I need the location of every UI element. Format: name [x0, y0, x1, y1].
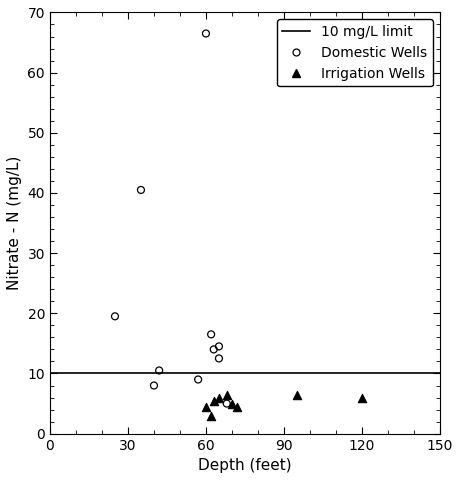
Point	[358, 394, 365, 401]
Point	[215, 355, 222, 362]
Point	[215, 343, 222, 350]
Point	[233, 403, 240, 410]
Point	[202, 403, 209, 410]
Point	[210, 346, 217, 353]
Point	[207, 331, 214, 338]
Legend: 10 mg/L limit, Domestic Wells, Irrigation Wells: 10 mg/L limit, Domestic Wells, Irrigatio…	[276, 19, 432, 86]
Y-axis label: Nitrate - N (mg/L): Nitrate - N (mg/L)	[7, 156, 22, 290]
Point	[207, 412, 214, 420]
Point	[194, 376, 202, 384]
Point	[223, 391, 230, 398]
Point	[150, 382, 157, 389]
X-axis label: Depth (feet): Depth (feet)	[198, 458, 291, 473]
Point	[111, 312, 118, 320]
Point	[228, 400, 235, 408]
Point	[137, 186, 144, 194]
Point	[292, 391, 300, 398]
Point	[215, 394, 222, 401]
Point	[210, 396, 217, 404]
Point	[155, 367, 162, 374]
Point	[202, 30, 209, 37]
Point	[223, 400, 230, 408]
